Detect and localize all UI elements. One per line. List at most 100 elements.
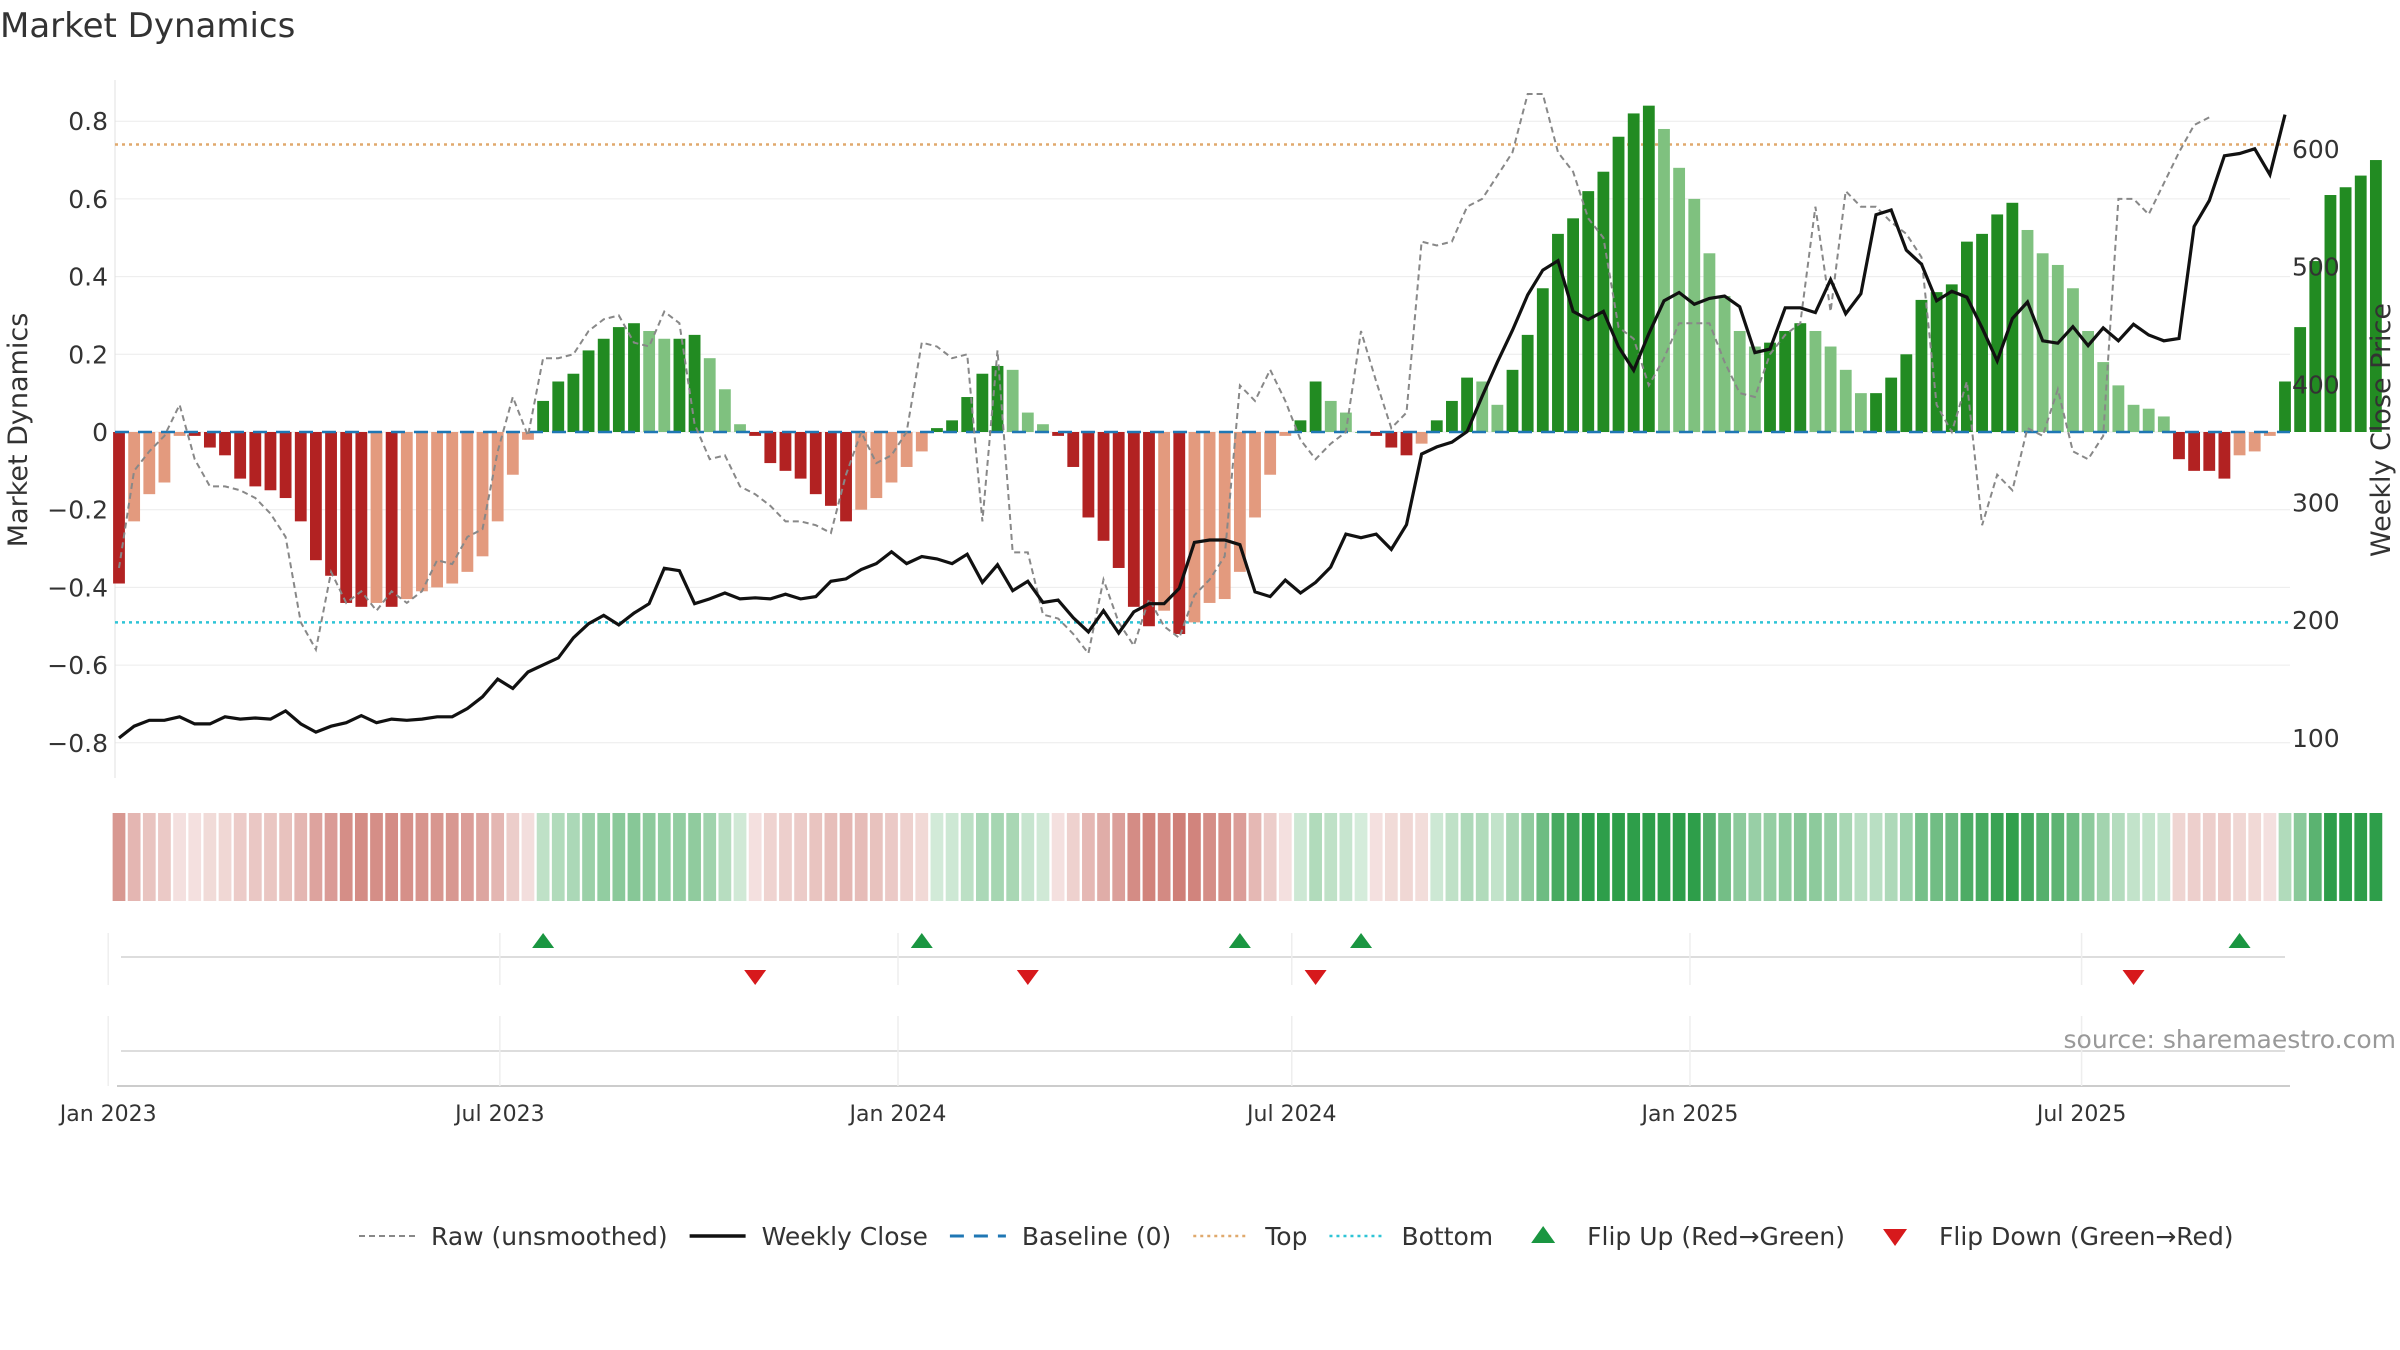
market-dynamics-bar xyxy=(1870,393,1882,432)
left-y-tick-label: 0.6 xyxy=(68,185,108,214)
market-dynamics-bar xyxy=(1945,284,1958,432)
right-y-tick-label: 400 xyxy=(2292,370,2340,399)
market-dynamics-bar xyxy=(1143,432,1155,627)
market-dynamics-bar xyxy=(1764,342,1776,432)
legend-label: Baseline (0) xyxy=(1022,1222,1171,1251)
regime-cell xyxy=(2369,813,2383,901)
market-dynamics-bar xyxy=(143,432,156,495)
legend-label: Top xyxy=(1264,1222,1307,1251)
market-dynamics-bar xyxy=(946,420,958,432)
flip-panel-grid xyxy=(107,933,2285,985)
regime-cell xyxy=(2172,813,2186,901)
market-dynamics-bar xyxy=(476,432,489,557)
market-dynamics-bar xyxy=(1370,432,1383,436)
legend-label: Flip Up (Red→Green) xyxy=(1587,1222,1845,1251)
regime-cell xyxy=(2354,813,2368,901)
regime-cell xyxy=(1278,813,1292,901)
market-dynamics-bar xyxy=(749,432,762,436)
regime-cell xyxy=(1672,813,1686,901)
regime-cell xyxy=(612,813,626,901)
market-dynamics-bar xyxy=(325,432,337,576)
x-tick-label: Jul 2023 xyxy=(453,1102,545,1127)
market-dynamics-bar xyxy=(2142,408,2155,432)
market-dynamics-bar xyxy=(734,424,746,432)
market-dynamics-bar xyxy=(1264,432,1277,475)
market-dynamics-bar xyxy=(234,432,247,479)
legend-item: Flip Down (Green→Red) xyxy=(1883,1222,2234,1251)
market-dynamics-bar xyxy=(355,432,368,607)
market-dynamics-bar xyxy=(1748,346,1761,432)
market-dynamics-bar xyxy=(567,373,580,432)
regime-cell xyxy=(2096,813,2110,901)
right-y-tick-label: 300 xyxy=(2292,488,2340,517)
regime-cell xyxy=(1233,813,1247,901)
market-dynamics-bar xyxy=(1052,432,1065,436)
left-y-ticks: −0.8 −0.6 −0.4 −0.2 0 0.2 0.4 0.6 0.8 xyxy=(47,107,108,758)
market-dynamics-bar xyxy=(1885,377,1898,432)
regime-cell xyxy=(1930,813,1943,901)
market-dynamics-bar xyxy=(1006,369,1019,432)
market-dynamics-bar xyxy=(612,327,625,432)
market-dynamics-bar xyxy=(1476,381,1489,432)
legend-item: Raw (unsmoothed) xyxy=(359,1222,668,1251)
regime-cell xyxy=(1536,813,1550,901)
market-dynamics-bar xyxy=(597,338,610,432)
legend-item: Baseline (0) xyxy=(949,1222,1171,1251)
regime-cell xyxy=(1703,813,1716,901)
market-dynamics-bar xyxy=(1127,432,1140,607)
regime-cell xyxy=(2021,813,2034,901)
legend-item: Top xyxy=(1193,1222,1307,1251)
main-panel: −0.8 −0.6 −0.4 −0.2 0 0.2 0.4 0.6 0.8 100 200 300 4… xyxy=(3,80,2397,778)
regime-cell xyxy=(1036,813,1050,901)
market-dynamics-bar xyxy=(1552,233,1564,432)
flip-down-marker xyxy=(744,970,767,985)
market-dynamics-bar xyxy=(1718,296,1731,432)
market-dynamics-bar xyxy=(855,432,868,510)
market-dynamics-bar xyxy=(1536,288,1549,432)
regime-cell xyxy=(415,813,429,901)
regime-cell xyxy=(960,813,974,901)
market-dynamics-bar xyxy=(779,432,792,471)
market-dynamics-bar xyxy=(1809,330,1822,432)
regime-cell xyxy=(2142,813,2156,901)
market-dynamics-bar xyxy=(385,432,398,607)
regime-cell xyxy=(779,813,792,901)
market-dynamics-bar xyxy=(2203,432,2216,471)
regime-cell xyxy=(476,813,489,901)
regime-cell xyxy=(1369,813,1383,901)
market-dynamics-bar xyxy=(1173,432,1186,635)
market-dynamics-bar xyxy=(2339,187,2352,432)
flip-up-marker xyxy=(1350,933,1373,948)
market-dynamics-bar xyxy=(2082,330,2094,432)
market-dynamics-bar xyxy=(173,432,186,436)
market-dynamics-bar xyxy=(264,432,277,491)
x-tick-labels: Jan 2023 Jul 2023 Jan 2024 Jul 2024 Jan 2025… xyxy=(58,1102,2127,1127)
market-dynamics-bar xyxy=(1612,136,1625,433)
regime-cell xyxy=(1142,813,1156,901)
regime-cell xyxy=(324,813,338,901)
flip-down-marker xyxy=(2122,970,2145,985)
regime-cell xyxy=(536,813,550,901)
market-dynamics-bar xyxy=(1597,171,1610,432)
regime-cell xyxy=(1809,813,1822,901)
market-dynamics-bar xyxy=(446,432,459,584)
market-dynamics-bar xyxy=(2233,432,2246,456)
right-y-ticks: 100 200 300 400 500 600 xyxy=(2292,135,2340,753)
market-dynamics-bar xyxy=(294,432,307,522)
market-dynamics-bar xyxy=(1021,412,1034,432)
regime-cell xyxy=(885,813,898,901)
reference-lines xyxy=(115,143,2290,624)
regime-cell xyxy=(1975,813,1989,901)
market-dynamics-bar xyxy=(2248,432,2261,452)
regime-cell xyxy=(127,813,141,901)
regime-cell xyxy=(900,813,914,901)
market-dynamics-bar xyxy=(188,432,201,436)
market-dynamics-bar xyxy=(1067,432,1080,467)
market-dynamics-bar xyxy=(824,432,837,506)
regime-cell xyxy=(2202,813,2216,901)
regime-cell xyxy=(1612,813,1625,901)
regime-cell xyxy=(1475,813,1489,901)
regime-cell xyxy=(142,813,156,901)
market-dynamics-bar xyxy=(1309,381,1322,432)
flip-up-marker xyxy=(910,933,933,948)
